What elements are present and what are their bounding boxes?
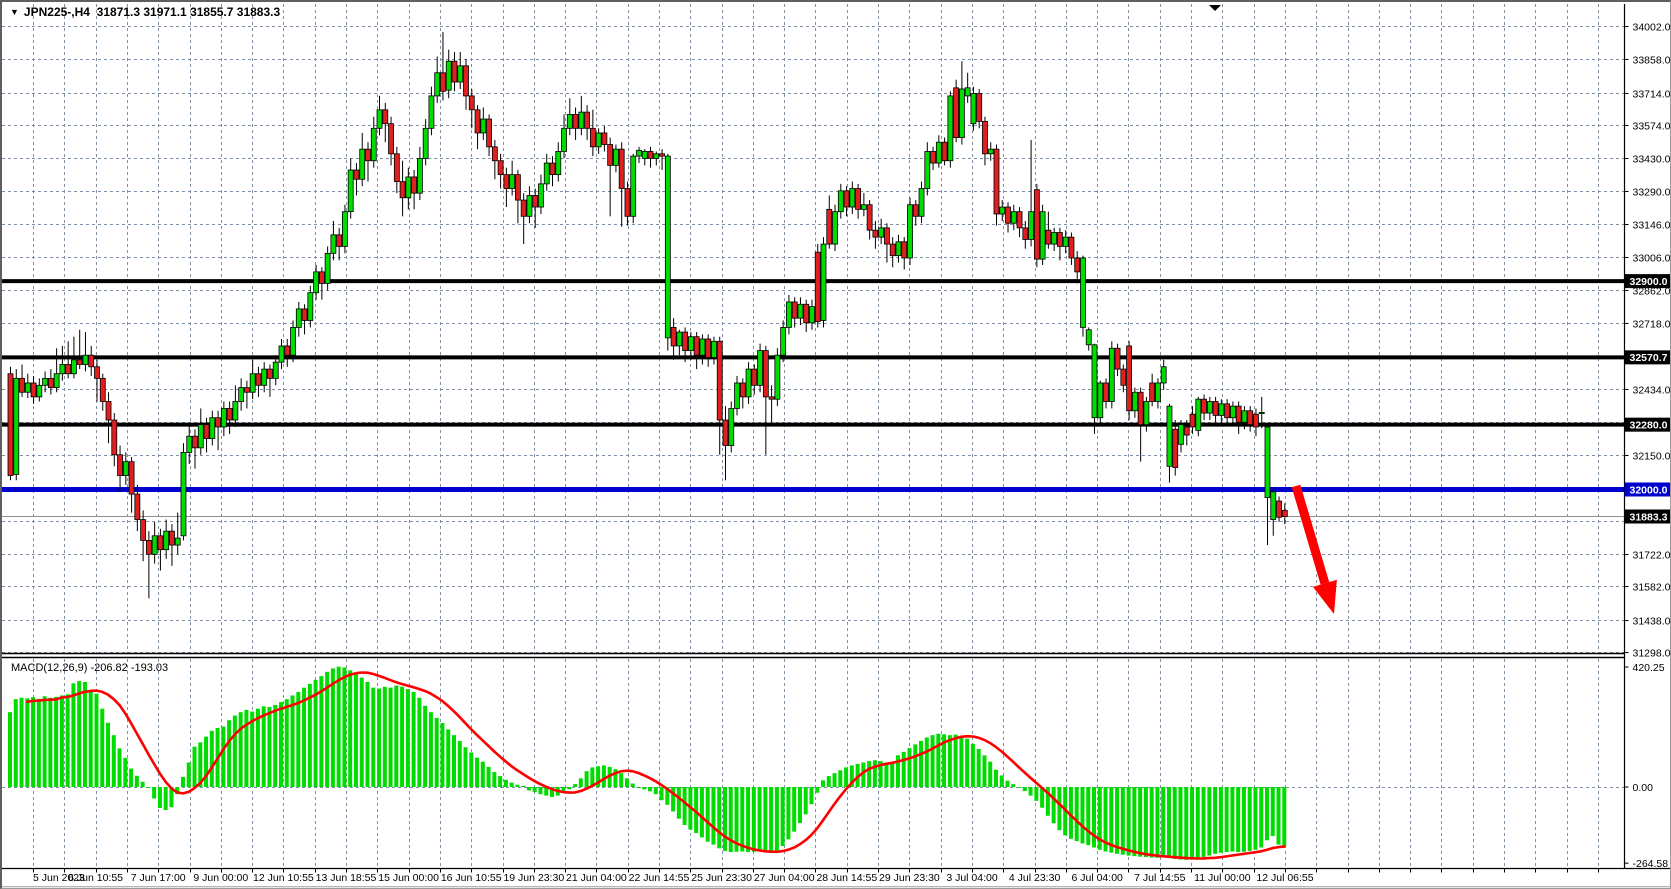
- svg-text:31883.3: 31883.3: [1630, 511, 1668, 523]
- svg-text:32862.0: 32862.0: [1633, 285, 1671, 297]
- svg-text:33714.0: 33714.0: [1633, 88, 1671, 100]
- price-axis[interactable]: 34002.0 33858.0 33714.0 33574.0 33430.0 33290…: [1623, 2, 1671, 889]
- svg-text:32000.0: 32000.0: [1630, 484, 1668, 496]
- trend-arrow[interactable]: [1291, 484, 1337, 614]
- candles: [7, 32, 1288, 599]
- svg-text:33858.0: 33858.0: [1633, 54, 1671, 66]
- svg-text:31438.0: 31438.0: [1633, 615, 1671, 627]
- svg-text:12 Jul 06:55: 12 Jul 06:55: [1256, 872, 1313, 884]
- svg-text:29 Jun 23:30: 29 Jun 23:30: [879, 872, 940, 884]
- svg-text:34002.0: 34002.0: [1633, 21, 1671, 33]
- svg-text:32900.0: 32900.0: [1630, 276, 1668, 288]
- svg-text:12 Jun 10:55: 12 Jun 10:55: [253, 872, 314, 884]
- svg-text:22 Jun 14:55: 22 Jun 14:55: [629, 872, 690, 884]
- macd-indicator-label: MACD(12,26,9) -206.82 -193.03: [11, 662, 168, 674]
- svg-text:6 Jun 10:55: 6 Jun 10:55: [68, 872, 123, 884]
- svg-text:21 Jun 04:00: 21 Jun 04:00: [566, 872, 627, 884]
- svg-text:7 Jul 14:55: 7 Jul 14:55: [1134, 872, 1186, 884]
- svg-text:32718.0: 32718.0: [1633, 318, 1671, 330]
- svg-text:9 Jun 00:00: 9 Jun 00:00: [193, 872, 248, 884]
- svg-text:31298.0: 31298.0: [1633, 647, 1671, 659]
- svg-text:33006.0: 33006.0: [1633, 252, 1671, 264]
- svg-text:27 Jun 04:00: 27 Jun 04:00: [754, 872, 815, 884]
- svg-text:31722.0: 31722.0: [1633, 549, 1671, 561]
- ohlc-readout: 31871.3 31971.1 31855.7 31883.3: [96, 5, 281, 19]
- level-lines[interactable]: [2, 279, 1625, 492]
- svg-text:33574.0: 33574.0: [1633, 120, 1671, 132]
- svg-text:33290.0: 33290.0: [1633, 186, 1671, 198]
- svg-text:32434.0: 32434.0: [1633, 384, 1671, 396]
- svg-text:16 Jun 10:55: 16 Jun 10:55: [441, 872, 502, 884]
- svg-text:32150.0: 32150.0: [1633, 450, 1671, 462]
- svg-text:4 Jul 23:30: 4 Jul 23:30: [1009, 872, 1061, 884]
- svg-text:-264.58: -264.58: [1633, 858, 1669, 870]
- scroll-shift-marker: [1209, 5, 1221, 11]
- macd-signal-line: [25, 671, 1286, 860]
- symbol-dropdown-icon[interactable]: ▼: [10, 7, 19, 17]
- svg-text:32570.7: 32570.7: [1630, 352, 1668, 364]
- svg-text:33430.0: 33430.0: [1633, 153, 1671, 165]
- chart-title-bar: ▼ JPN225-,H4 31871.3 31971.1 31855.7 3188…: [10, 5, 280, 19]
- svg-text:25 Jun 23:30: 25 Jun 23:30: [691, 872, 752, 884]
- svg-text:19 Jun 23:30: 19 Jun 23:30: [503, 872, 564, 884]
- svg-text:6 Jul 04:00: 6 Jul 04:00: [1072, 872, 1124, 884]
- svg-text:15 Jun 00:00: 15 Jun 00:00: [378, 872, 439, 884]
- macd-name: MACD(12,26,9): [11, 662, 88, 674]
- svg-text:28 Jun 14:55: 28 Jun 14:55: [816, 872, 877, 884]
- macd-signal-value: -193.03: [130, 662, 169, 674]
- svg-text:420.25: 420.25: [1633, 662, 1665, 674]
- svg-text:7 Jun 17:00: 7 Jun 17:00: [131, 872, 186, 884]
- svg-text:32280.0: 32280.0: [1630, 419, 1668, 431]
- svg-text:13 Jun 18:55: 13 Jun 18:55: [316, 872, 377, 884]
- symbol-period-label: JPN225-,H4: [23, 5, 90, 19]
- svg-text:31582.0: 31582.0: [1633, 581, 1671, 593]
- svg-text:11 Jul 00:00: 11 Jul 00:00: [1194, 872, 1251, 884]
- price-badges: 32900.0 32570.7 32280.0 32000.0 31883.3: [1624, 274, 1670, 524]
- macd-value: -206.82: [90, 662, 128, 674]
- svg-text:3 Jul 04:00: 3 Jul 04:00: [946, 872, 998, 884]
- pane-separator[interactable]: [2, 652, 1671, 659]
- svg-text:5 Jun 2023: 5 Jun 2023: [33, 872, 85, 884]
- svg-text:33146.0: 33146.0: [1633, 219, 1671, 231]
- svg-text:0.00: 0.00: [1633, 782, 1654, 794]
